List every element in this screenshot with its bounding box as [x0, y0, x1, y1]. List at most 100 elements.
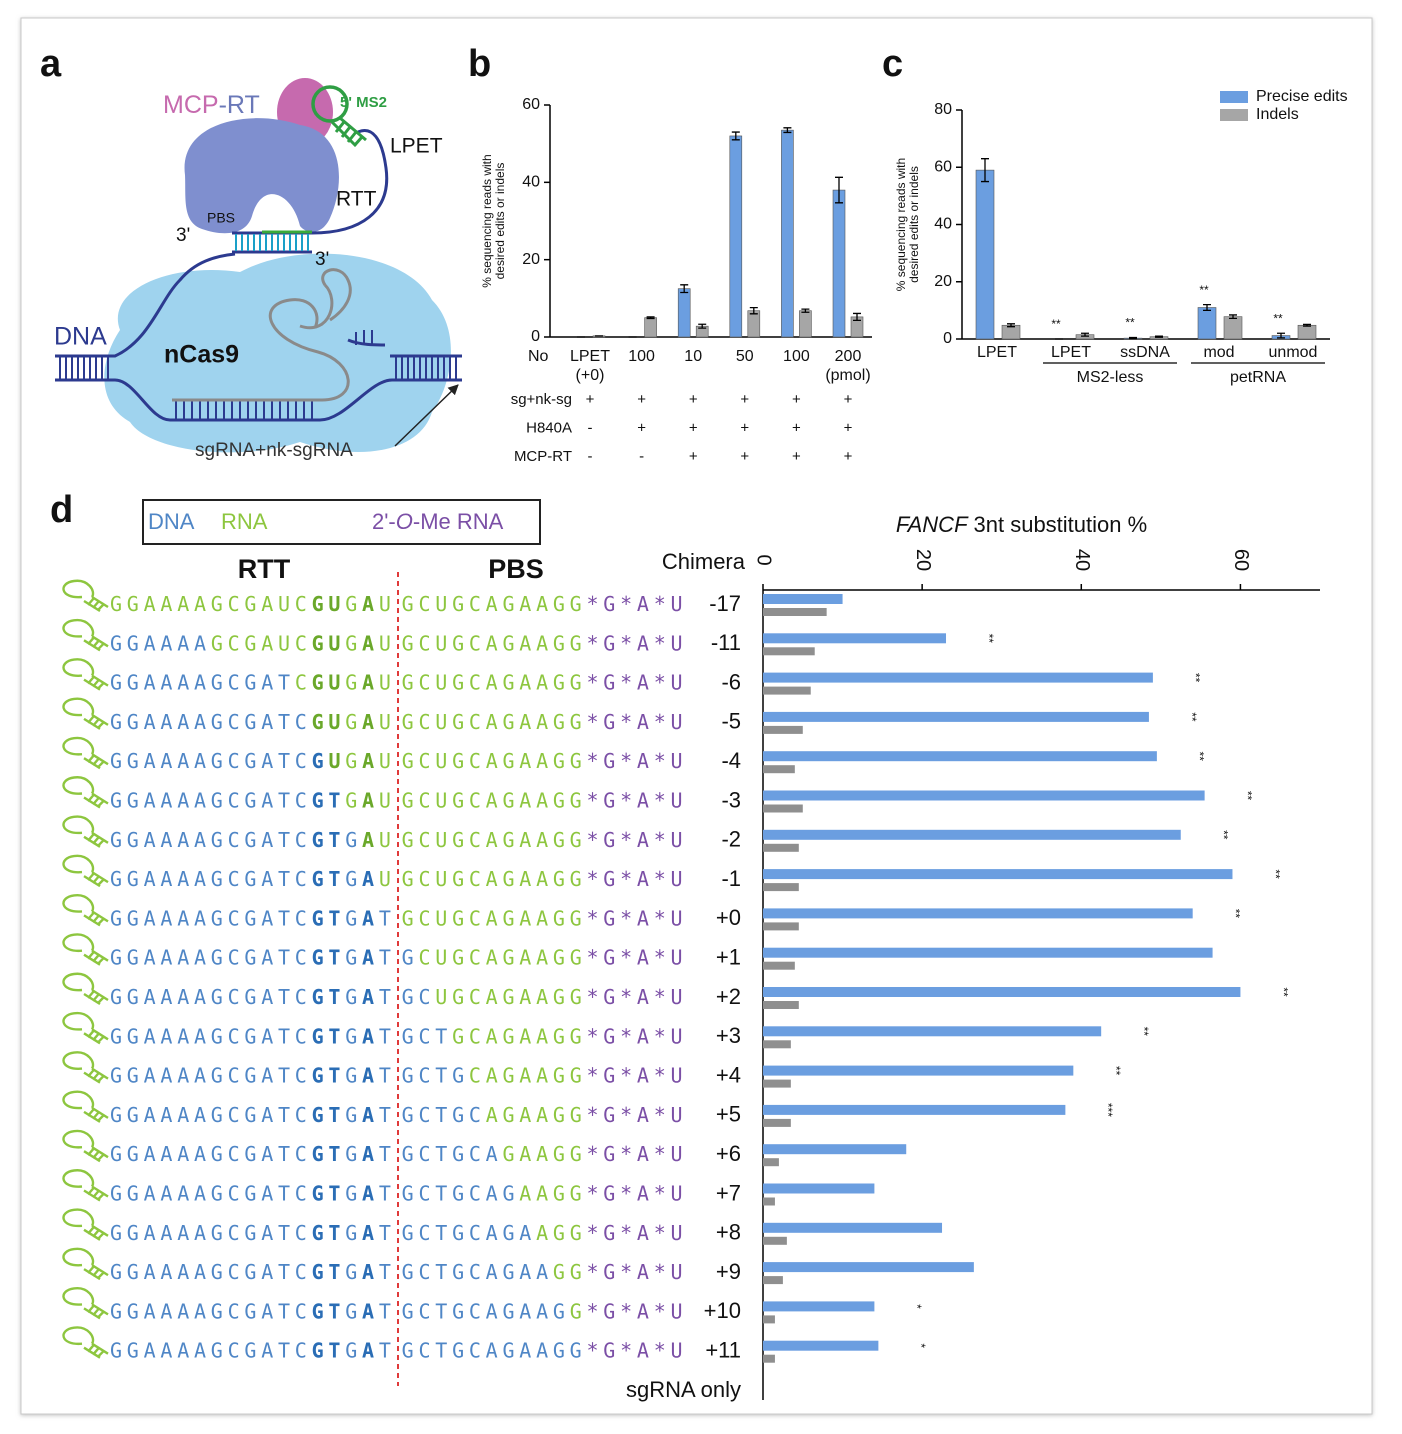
sequence-segment: A	[362, 1338, 379, 1362]
sequence-segment: GT	[312, 945, 346, 969]
row-sign: +	[740, 448, 749, 465]
sequence-segment: T	[379, 1063, 396, 1087]
hairpin-icon	[62, 894, 109, 927]
sequence-segment: GT	[312, 1299, 346, 1323]
significance: **	[1051, 317, 1061, 331]
sequence-segment: GGAAAAGCGATC	[110, 827, 312, 851]
sequence-segment: G	[312, 749, 329, 773]
sequence-segment: GCGAUC	[211, 631, 312, 655]
sequence-segment: *G*A*U	[586, 788, 687, 812]
x-tick-label: 50	[736, 348, 754, 365]
sequence: GGAAAAGCGATCGUGAU GCUGCAGAAGG*G*A*U	[110, 670, 687, 694]
bar	[832, 189, 846, 338]
legend-box	[142, 499, 541, 545]
sequence-segment: AGG	[536, 1220, 586, 1244]
sequence-segment: G	[345, 788, 362, 812]
sequence-segment: G	[345, 709, 362, 733]
hairpin-icon	[62, 736, 109, 770]
sequence: GGAAAAGCGATCGTGAT GCTGCAGAAGG*G*A*U	[110, 1299, 687, 1323]
sequence-segment: A	[362, 1024, 379, 1048]
error-bar	[1229, 314, 1237, 320]
row-label: sg+nk-sg	[511, 391, 572, 408]
sequence-segment: A	[362, 1181, 379, 1205]
sequence-segment: G	[402, 945, 419, 969]
bar	[763, 1144, 907, 1155]
sequence-segment: *G*A*U	[586, 867, 687, 891]
sequence-segment: AGAAGG	[486, 1102, 587, 1126]
bar	[763, 751, 1157, 762]
sequence-segment: GGAAAAGCGATC	[110, 1024, 312, 1048]
sequence-segment: G	[345, 1102, 362, 1126]
sequence-segment: *G*A*U	[587, 1181, 688, 1205]
sequence-segment: T	[379, 1181, 396, 1205]
sequence-segment: GAAGG	[502, 1142, 586, 1166]
sequence-segment: A	[362, 906, 379, 930]
sequence-segment: U	[328, 749, 345, 773]
significance: *	[910, 1304, 924, 1309]
bar	[644, 317, 657, 338]
row-sign: +	[844, 448, 853, 465]
sequence-segment: GU	[312, 709, 346, 733]
row-sign: +	[792, 448, 801, 465]
sequence-segment: T	[379, 945, 396, 969]
diagram: MCP-RT 5' MS2 LPET RTT PBS 3' 3' DNA nCa…	[54, 78, 462, 461]
error-bar	[981, 158, 989, 183]
y-tick-label: 60	[522, 96, 540, 113]
bar	[763, 725, 803, 734]
sequence-segment: GGAAAAGCGATC	[110, 1142, 312, 1166]
sequence-segment: T	[379, 1338, 396, 1362]
bar	[763, 829, 1181, 840]
hairpin-icon	[62, 658, 109, 691]
sequence-segment: GU	[312, 631, 346, 655]
y-axis-label: desired edits or indels	[493, 163, 507, 280]
hairpin-icon	[62, 1011, 109, 1045]
sequence-segment: GCTGCAGAAGG	[402, 1338, 587, 1362]
label: PBS	[207, 210, 235, 226]
bar	[677, 288, 691, 338]
label: nCas9	[164, 341, 239, 369]
y-tick-label: +10	[704, 1298, 741, 1323]
sequence-segment: U	[379, 827, 396, 851]
bar	[763, 908, 1193, 919]
sequence-segment: GT	[312, 1220, 346, 1244]
sequence-segment: GT	[312, 985, 346, 1009]
bar	[763, 686, 811, 695]
bar	[763, 1183, 875, 1194]
error-bar	[1203, 304, 1211, 312]
sequence-segment: A	[362, 788, 379, 812]
bar	[763, 1158, 779, 1167]
sequence-segment: GT	[312, 827, 346, 851]
hairpin-icon	[62, 1169, 109, 1202]
significance: **	[1273, 311, 1283, 325]
sequence-segment: GGAAAAGCGATC	[110, 1063, 312, 1087]
sequence-segment: *G*A*U	[586, 709, 687, 733]
sequence-segment: A	[362, 749, 379, 773]
sequence: GGAAAAGCGATCGTGAT GCTGCAGAAGG*G*A*U	[110, 1220, 687, 1244]
bar	[747, 310, 761, 338]
sequence-segment: GGAAAAGCGATC	[110, 867, 312, 891]
sequence-segment: *G*A*U	[586, 827, 687, 851]
y-tick-label: +2	[716, 984, 741, 1009]
bar	[763, 1354, 775, 1363]
significance: **	[1109, 1066, 1123, 1076]
sequence-segment: GT	[312, 1181, 346, 1205]
panel-label: c	[882, 43, 903, 85]
x-tick-label: 20	[912, 549, 934, 571]
bar	[763, 869, 1233, 880]
hairpin-icon	[62, 1287, 109, 1320]
bar	[763, 1340, 879, 1351]
row-sign: +	[689, 419, 698, 436]
significance: **	[1137, 1027, 1151, 1037]
sequence-segment: G	[345, 1024, 362, 1048]
x-axis-label: FANCF 3nt substitution %	[896, 512, 1147, 537]
ms2-loop	[311, 85, 349, 123]
panel-label: a	[40, 43, 62, 85]
sequence-segment: G	[345, 867, 362, 891]
significance: **	[1240, 791, 1254, 801]
bar	[763, 1001, 799, 1009]
y-axis-label: % sequencing reads with	[480, 154, 494, 287]
sequence-segment: G	[345, 670, 362, 694]
sequence-segment: GGAAAAGCGATC	[110, 1181, 312, 1205]
sequence-segment: *G*A*U	[586, 631, 687, 655]
panel-label: d	[50, 489, 73, 531]
